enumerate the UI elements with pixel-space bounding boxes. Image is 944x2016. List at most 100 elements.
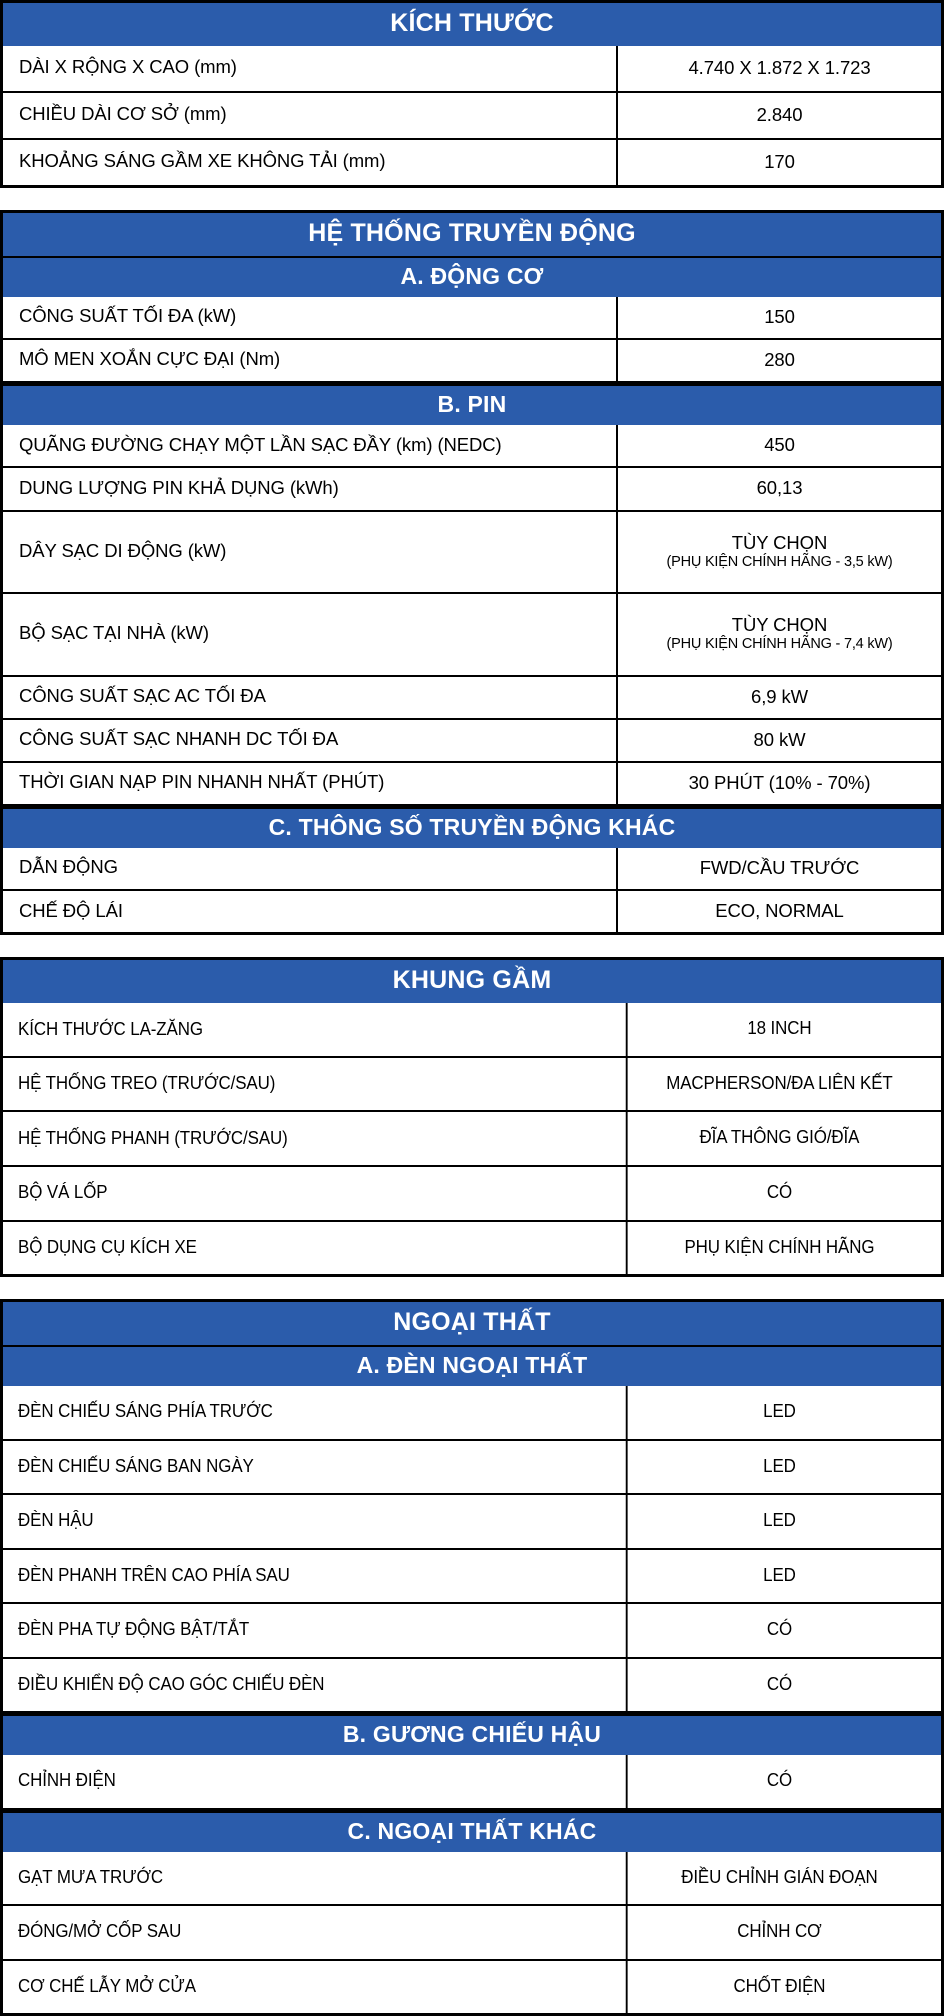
spec-value: 2.840: [756, 104, 803, 126]
spec-value-cell: CÓ: [625, 1658, 932, 1712]
spec-value: CÓ: [766, 1673, 793, 1694]
spec-value: TÙY CHỌN: [731, 614, 828, 636]
spec-label: CÔNG SUẤT SẠC AC TỐI ĐA: [19, 685, 266, 707]
spec-value-cell: CHỈNH CƠ: [625, 1906, 932, 1959]
spec-label: CHẾ ĐỘ LÁI: [19, 899, 123, 921]
spec-label: KÍCH THƯỚC LA-ZĂNG: [18, 1018, 203, 1039]
spec-value: LED: [763, 1455, 796, 1476]
spec-value: LED: [763, 1510, 796, 1531]
spec-label: HỆ THỐNG PHANH (TRƯỚC/SAU): [18, 1127, 288, 1148]
spec-value: TÙY CHỌN: [731, 531, 828, 553]
spec-label: ĐÈN PHA TỰ ĐỘNG BẬT/TẮT: [18, 1619, 250, 1640]
spec-label: CHIỀU DÀI CƠ SỞ (mm): [19, 103, 227, 125]
spec-label: CHỈNH ĐIỆN: [18, 1770, 116, 1791]
table-row: HỆ THỐNG PHANH (TRƯỚC/SAU) ĐĨA THÔNG GIÓ/…: [3, 1110, 941, 1165]
spec-value: CHỐT ĐIỆN: [733, 1975, 826, 1996]
section-title: KÍCH THƯỚC: [0, 0, 944, 46]
spec-value: 60,13: [756, 477, 803, 499]
section-title: NGOẠI THẤT: [0, 1299, 944, 1346]
spec-label: BỘ DỤNG CỤ KÍCH XE: [18, 1236, 197, 1257]
spec-value-cell: 280: [616, 340, 941, 382]
spec-value-cell: ĐĨA THÔNG GIÓ/ĐĨA: [625, 1112, 932, 1165]
spec-value-cell: FWD/CẦU TRƯỚC: [616, 848, 941, 890]
table-row: KHOẢNG SÁNG GẦM XE KHÔNG TẢI (mm) 170: [3, 138, 941, 186]
section-he-thong-truyen-dong: HỆ THỐNG TRUYỀN ĐỘNG A. ĐỘNG CƠ CÔNG SUẤT …: [0, 210, 944, 936]
spec-value-cell: TÙY CHỌN (PHỤ KIỆN CHÍNH HÃNG - 3,5 kW): [616, 511, 941, 593]
spec-value-cell: CÓ: [625, 1755, 932, 1808]
spec-value: ĐIỀU CHỈNH GIÁN ĐOẠN: [681, 1866, 878, 1887]
spec-value: 450: [764, 434, 795, 456]
table-row: BỘ DỤNG CỤ KÍCH XE PHỤ KIỆN CHÍNH HÃNG: [3, 1219, 941, 1275]
spec-value: 30 PHÚT (10% - 70%): [688, 772, 871, 794]
spec-value-cell: 450: [616, 425, 941, 467]
spec-label: DUNG LƯỢNG PIN KHẢ DỤNG (kWh): [19, 476, 339, 498]
table-row: QUÃNG ĐƯỜNG CHẠY MỘT LẦN SẠC ĐẦY (km) (N…: [3, 425, 941, 467]
spec-value: CHỈNH CƠ: [737, 1921, 822, 1942]
spec-value-cell: CHỐT ĐIỆN: [625, 1960, 932, 2014]
spec-value: ĐĨA THÔNG GIÓ/ĐĨA: [699, 1127, 860, 1148]
row-group: KÍCH THƯỚC LA-ZĂNG 18 INCH HỆ THỐNG TREO (…: [0, 1003, 944, 1278]
spec-label: THỜI GIAN NẠP PIN NHANH NHẤT (PHÚT): [19, 771, 385, 793]
table-row: CHỈNH ĐIỆN CÓ: [3, 1755, 941, 1808]
spec-value: ECO, NORMAL: [715, 900, 844, 922]
spec-label: CÔNG SUẤT TỐI ĐA (kW): [19, 305, 237, 327]
table-row: KÍCH THƯỚC LA-ZĂNG 18 INCH: [3, 1003, 941, 1056]
section-kich-thuoc: KÍCH THƯỚC DÀI X RỘNG X CAO (mm) 4.740 X 1…: [0, 0, 944, 189]
spec-value-cell: PHỤ KIỆN CHÍNH HÃNG: [625, 1221, 932, 1275]
table-row: GẠT MƯA TRƯỚC ĐIỀU CHỈNH GIÁN ĐOẠN: [3, 1851, 941, 1905]
spec-value-cell: ECO, NORMAL: [616, 891, 941, 933]
spec-value: 80 kW: [753, 729, 806, 751]
spec-value-cell: CÓ: [625, 1166, 932, 1220]
spec-value-cell: 80 kW: [616, 720, 941, 762]
spec-label: QUÃNG ĐƯỜNG CHẠY MỘT LẦN SẠC ĐẦY (km) (N…: [19, 433, 502, 455]
spec-label: GẠT MƯA TRƯỚC: [18, 1866, 164, 1887]
spec-value: CÓ: [766, 1619, 793, 1640]
table-row: CHẾ ĐỘ LÁI ECO, NORMAL: [3, 889, 941, 933]
table-row: MÔ MEN XOẮN CỰC ĐẠI (Nm) 280: [3, 338, 941, 382]
table-row: ĐÈN CHIẾU SÁNG PHÍA TRƯỚC LED: [3, 1386, 941, 1439]
spec-value: LED: [763, 1401, 796, 1422]
spec-value-cell: LED: [625, 1386, 932, 1439]
spec-label: ĐIỀU KHIỂN ĐỘ CAO GÓC CHIẾU ĐÈN: [18, 1673, 325, 1694]
spec-label: DÂY SẠC DI ĐỘNG (kW): [19, 539, 227, 561]
row-group: ĐÈN CHIẾU SÁNG PHÍA TRƯỚC LED ĐÈN CHIẾU SÁ…: [0, 1386, 944, 1715]
spec-label: MÔ MEN XOẮN CỰC ĐẠI (Nm): [19, 348, 281, 370]
table-row: ĐÈN CHIẾU SÁNG BAN NGÀY LED: [3, 1438, 941, 1494]
spec-value-note: (PHỤ KIỆN CHÍNH HÃNG - 7,4 kW): [666, 636, 893, 653]
spec-label: BỘ VÁ LỐP: [18, 1182, 108, 1203]
group-subtitle: A. ĐÈN NGOẠI THẤT: [0, 1345, 944, 1387]
row-group: QUÃNG ĐƯỜNG CHẠY MỘT LẦN SẠC ĐẦY (km) (N…: [0, 425, 944, 808]
spec-value-cell: 4.740 X 1.872 X 1.723: [616, 46, 941, 92]
table-row: BỘ SẠC TẠI NHÀ (kW) TÙY CHỌN (PHỤ KIỆN CHÍ…: [3, 592, 941, 676]
spec-label: ĐÓNG/MỞ CỐP SAU: [18, 1921, 182, 1942]
spec-label: ĐÈN CHIẾU SÁNG BAN NGÀY: [18, 1455, 254, 1476]
table-row: ĐÓNG/MỞ CỐP SAU CHỈNH CƠ: [3, 1904, 941, 1959]
spec-label: ĐÈN HẬU: [18, 1510, 94, 1531]
spec-value: PHỤ KIỆN CHÍNH HÃNG: [684, 1236, 875, 1257]
group-subtitle: A. ĐỘNG CƠ: [0, 256, 944, 298]
spec-value-cell: LED: [625, 1495, 932, 1548]
table-row: DÂY SẠC DI ĐỘNG (kW) TÙY CHỌN (PHỤ KIỆN CH…: [3, 509, 941, 593]
spec-value-cell: 170: [616, 140, 941, 186]
spec-value: CÓ: [766, 1181, 793, 1202]
section-ngoai-that: NGOẠI THẤT A. ĐÈN NGOẠI THẤT ĐÈN CHIẾU SÁN…: [0, 1299, 944, 2016]
group-subtitle: B. PIN: [0, 384, 944, 426]
table-row: CÔNG SUẤT TỐI ĐA (kW) 150: [3, 297, 941, 339]
row-group: DÀI X RỘNG X CAO (mm) 4.740 X 1.872 X 1.7…: [0, 46, 944, 189]
spec-value-cell: TÙY CHỌN (PHỤ KIỆN CHÍNH HÃNG - 7,4 kW): [616, 594, 941, 676]
spec-value-note: (PHỤ KIỆN CHÍNH HÃNG - 3,5 kW): [666, 553, 893, 570]
group-subtitle: C. THÔNG SỐ TRUYỀN ĐỘNG KHÁC: [0, 807, 944, 849]
spec-value: CÓ: [766, 1770, 793, 1791]
spec-value: 280: [764, 349, 795, 371]
spec-value-cell: 2.840: [616, 93, 941, 139]
spec-label: ĐÈN CHIẾU SÁNG PHÍA TRƯỚC: [18, 1401, 273, 1422]
table-row: BỘ VÁ LỐP CÓ: [3, 1164, 941, 1220]
spec-value-cell: 6,9 kW: [616, 677, 941, 719]
spec-value-cell: CÓ: [625, 1604, 932, 1657]
table-row: CHIỀU DÀI CƠ SỞ (mm) 2.840: [3, 91, 941, 139]
section-title: KHUNG GẦM: [0, 957, 944, 1004]
table-row: HỆ THỐNG TREO (TRƯỚC/SAU) MACPHERSON/ĐA L…: [3, 1055, 941, 1111]
spec-label: CƠ CHẾ LẪY MỞ CỬA: [18, 1975, 196, 1996]
section-khung-gam: KHUNG GẦM KÍCH THƯỚC LA-ZĂNG 18 INCH HỆ THỐ…: [0, 957, 944, 1278]
row-group: DẪN ĐỘNG FWD/CẦU TRƯỚC CHẾ ĐỘ LÁI ECO, NORM…: [0, 848, 944, 936]
